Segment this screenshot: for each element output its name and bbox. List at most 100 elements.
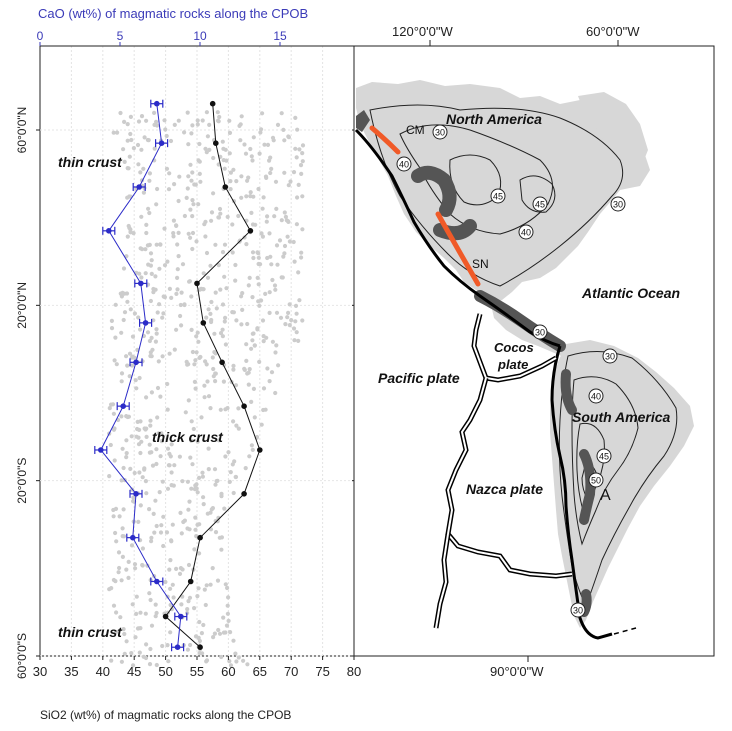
data-marker <box>130 534 136 541</box>
sample-point <box>171 218 176 223</box>
sample-point <box>249 443 254 448</box>
sample-point <box>225 603 230 608</box>
sample-point <box>223 582 228 587</box>
sample-point <box>240 307 245 312</box>
sample-point <box>274 310 280 315</box>
sample-point <box>117 514 122 519</box>
sample-point <box>115 130 120 135</box>
sample-point <box>149 539 154 544</box>
sample-point <box>125 363 130 368</box>
sample-point <box>166 659 171 664</box>
sample-point <box>107 406 112 411</box>
bottom-tick-label: 65 <box>253 664 267 679</box>
sample-point <box>231 419 236 424</box>
sio2-point <box>219 359 225 366</box>
sample-point <box>180 262 186 267</box>
sample-point <box>223 454 228 459</box>
sample-point <box>145 243 150 248</box>
sample-point <box>222 506 227 511</box>
sample-point <box>231 167 236 172</box>
sample-point <box>169 607 174 612</box>
sample-point <box>244 194 249 199</box>
sample-point <box>141 166 146 171</box>
sample-point <box>111 130 116 135</box>
sample-point <box>137 650 142 655</box>
sample-point <box>239 294 244 299</box>
sample-point <box>239 195 244 200</box>
lat-tick-label: 60°0'0"S <box>15 633 29 679</box>
data-marker <box>241 403 247 410</box>
sample-point <box>126 166 131 171</box>
arc-alaska-dark <box>356 110 370 132</box>
sample-point <box>203 234 208 239</box>
sample-point <box>231 367 236 372</box>
sample-point <box>225 611 230 616</box>
sample-point <box>131 495 136 500</box>
sample-point <box>109 658 114 663</box>
sample-point <box>171 231 176 236</box>
sample-point <box>188 235 193 240</box>
sample-point <box>158 394 163 399</box>
sio2-point <box>257 447 263 453</box>
sample-point <box>159 431 164 436</box>
sample-point <box>121 627 126 632</box>
sample-point <box>215 578 221 583</box>
sample-point <box>226 595 231 600</box>
sample-point <box>291 170 297 175</box>
sample-point <box>297 298 302 303</box>
sample-point <box>193 386 198 391</box>
sample-point <box>175 267 180 272</box>
sample-point <box>228 663 234 668</box>
sample-point <box>187 279 192 284</box>
sample-point <box>270 277 275 283</box>
sample-point <box>192 362 197 367</box>
sample-point <box>119 379 124 384</box>
sample-point <box>247 275 252 280</box>
sample-point <box>147 662 153 667</box>
sample-point <box>134 594 139 599</box>
sample-point <box>233 262 238 268</box>
sample-point <box>113 302 118 307</box>
data-marker <box>158 140 165 146</box>
contour-label-30: 30 <box>570 602 586 618</box>
sample-point <box>154 447 159 452</box>
sample-point <box>193 515 198 520</box>
sample-point <box>231 363 236 368</box>
sample-point <box>288 179 293 184</box>
sample-point <box>135 426 140 432</box>
sample-point <box>148 646 153 652</box>
sample-point <box>192 379 197 384</box>
sample-point <box>244 358 249 363</box>
contour-label-text: 30 <box>605 352 615 362</box>
sample-point <box>185 607 190 612</box>
contour-label-40: 40 <box>396 156 412 172</box>
sample-point <box>267 310 272 315</box>
sample-point <box>165 259 170 264</box>
sample-point <box>208 263 213 268</box>
sample-point <box>234 423 239 428</box>
sample-point <box>161 311 166 316</box>
sample-point <box>225 585 230 591</box>
sample-point <box>164 530 170 535</box>
sample-point <box>128 131 133 137</box>
data-marker <box>219 359 225 366</box>
sample-point <box>134 386 139 391</box>
sample-point <box>147 450 152 455</box>
sample-point <box>197 159 202 164</box>
sample-point <box>138 626 143 631</box>
sample-point <box>300 151 305 156</box>
sample-point <box>121 147 126 152</box>
sample-point <box>221 158 226 163</box>
sample-point <box>143 247 148 252</box>
sample-point <box>119 294 124 299</box>
sample-point <box>186 142 191 147</box>
sample-point <box>259 127 264 132</box>
south-america-landmass <box>550 340 694 628</box>
sample-point <box>132 355 137 360</box>
sample-point <box>153 498 158 503</box>
contour-label-circle <box>432 124 448 140</box>
data-marker <box>154 578 160 585</box>
sample-point <box>189 327 194 332</box>
americas-map: 30 40 45 45 40 30 30 30 40 45 50 30 North America S… <box>353 24 715 679</box>
sample-point <box>208 582 213 587</box>
